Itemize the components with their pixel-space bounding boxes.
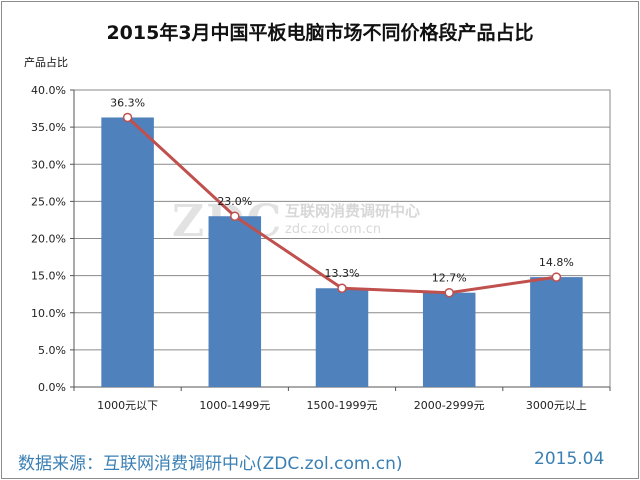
x-tick-label: 1000元以下 — [97, 399, 158, 412]
y-tick-label: 20.0% — [31, 233, 66, 246]
y-tick-label: 25.0% — [31, 195, 66, 208]
y-tick-label: 10.0% — [31, 307, 66, 320]
line-point — [230, 211, 240, 221]
y-tick-label: 35.0% — [31, 121, 66, 134]
data-label: 23.0% — [217, 195, 252, 208]
x-tick-label: 3000元以上 — [526, 399, 587, 412]
watermark-url: zdc.zol.com.cn — [285, 222, 382, 237]
y-tick-label: 0.0% — [38, 381, 66, 394]
line-point — [122, 112, 133, 123]
bar — [422, 292, 476, 387]
y-tick-label: 30.0% — [31, 158, 66, 171]
data-labels: 36.3% 23.0% 13.3% 12.7% 14.8% — [110, 96, 574, 284]
data-label: 12.7% — [432, 272, 467, 285]
line-point — [337, 283, 347, 293]
data-label: 36.3% — [110, 96, 145, 109]
y-axis-label: 产品占比 — [24, 56, 68, 69]
bar — [208, 216, 262, 387]
y-tick-label: 5.0% — [38, 344, 66, 357]
line-point — [551, 272, 562, 282]
y-tick-label: 40.0% — [31, 84, 66, 97]
bar — [315, 288, 369, 387]
bar — [101, 117, 154, 387]
chart-title: 2015年3月中国平板电脑市场不同价格段产品占比 — [106, 22, 534, 44]
x-tick-label: 1500-1999元 — [307, 399, 378, 412]
x-tick-label: 1000-1499元 — [199, 399, 270, 412]
axes: 0.0% 5.0% 10.0% 15.0% 20.0% 25.0% 30.0% 35.0% 40… — [31, 84, 611, 412]
trend-line — [122, 112, 562, 298]
data-label: 13.3% — [325, 267, 360, 280]
x-tick-label: 2000-2999元 — [414, 399, 485, 412]
footer-source: 数据来源：互联网消费调研中心(ZDC.zol.com.cn) — [18, 454, 403, 474]
line-point — [444, 287, 454, 298]
gridlines — [73, 89, 611, 388]
bar — [530, 277, 583, 387]
data-label: 14.8% — [539, 256, 574, 269]
bars — [101, 117, 583, 387]
watermark-text: 互联网消费调研中心 — [285, 202, 421, 220]
y-tick-label: 15.0% — [31, 270, 66, 283]
footer-date: 2015.04 — [534, 449, 605, 469]
